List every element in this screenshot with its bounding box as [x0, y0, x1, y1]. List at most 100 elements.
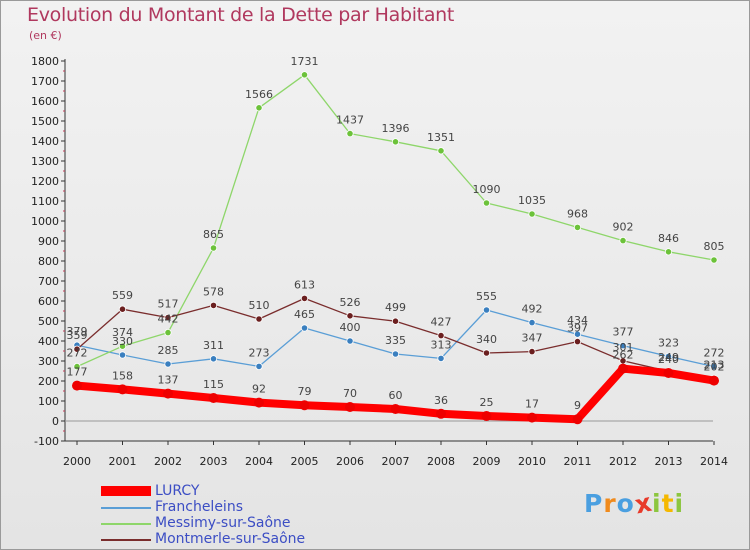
- y-tick-label: 100: [38, 395, 59, 408]
- x-tick-label: 2010: [518, 455, 546, 468]
- data-point-montmerle-sur-sa-ne: [255, 315, 263, 323]
- data-label-messimy-sur-sa-ne: 902: [613, 221, 634, 234]
- data-point-lurcy: [163, 388, 173, 399]
- data-point-francheleins: [255, 362, 263, 370]
- x-axis-ticks: 2000 2001 2002 2003 2004 2005 2006 2007 2008 2009…: [63, 441, 728, 468]
- data-point-lurcy: [117, 384, 128, 395]
- data-label-lurcy: 60: [389, 389, 403, 402]
- data-label-francheleins: 400: [340, 321, 361, 334]
- data-label-montmerle-sur-sa-ne: 578: [203, 285, 224, 298]
- data-point-lurcy: [618, 363, 628, 374]
- data-point-messimy-sur-sa-ne: [118, 342, 127, 350]
- logo-letter: i: [652, 489, 662, 518]
- data-label-montmerle-sur-sa-ne: 559: [112, 289, 133, 302]
- data-label-lurcy: 177: [67, 366, 88, 379]
- data-point-francheleins: [209, 355, 218, 363]
- x-tick-label: 2005: [291, 455, 319, 468]
- legend-swatch-messimy: [101, 523, 151, 525]
- x-tick-label: 2013: [655, 455, 683, 468]
- axes: [64, 59, 713, 442]
- y-tick-label: 500: [38, 315, 59, 328]
- data-label-messimy-sur-sa-ne: 1566: [245, 88, 273, 101]
- y-tick-label: 1200: [31, 175, 59, 188]
- data-point-francheleins: [664, 352, 673, 360]
- legend-swatch-montmerle: [101, 539, 151, 541]
- data-point-messimy-sur-sa-ne: [209, 244, 218, 252]
- x-tick-label: 2001: [109, 455, 137, 468]
- y-tick-label: 700: [38, 275, 59, 288]
- data-point-lurcy: [572, 414, 583, 425]
- logo-letter: t: [661, 489, 675, 518]
- data-point-francheleins: [528, 318, 536, 327]
- data-label-messimy-sur-sa-ne: 1351: [427, 131, 455, 144]
- data-point-messimy-sur-sa-ne: [619, 237, 627, 245]
- data-point-francheleins: [346, 337, 354, 345]
- y-tick-label: 1500: [31, 115, 59, 128]
- y-tick-label: 1600: [31, 95, 59, 108]
- data-label-lurcy: 70: [343, 387, 357, 400]
- data-label-montmerle-sur-sa-ne: 613: [294, 278, 315, 291]
- logo-letter: i: [674, 489, 685, 518]
- data-point-lurcy: [436, 408, 446, 419]
- data-label-francheleins: 335: [385, 334, 406, 347]
- data-label-montmerle-sur-sa-ne: 301: [613, 341, 634, 354]
- data-point-lurcy: [299, 400, 310, 411]
- proxiti-logo: Proxiti: [584, 488, 685, 520]
- data-label-francheleins: 379: [67, 325, 88, 338]
- data-point-francheleins: [164, 360, 172, 368]
- data-label-messimy-sur-sa-ne: 1731: [291, 55, 319, 68]
- x-tick-label: 2014: [700, 455, 728, 468]
- logo-letter: r: [603, 489, 617, 518]
- data-label-francheleins: 272: [704, 347, 725, 360]
- data-point-messimy-sur-sa-ne: [300, 71, 309, 79]
- data-label-montmerle-sur-sa-ne: 340: [476, 333, 497, 346]
- data-point-lurcy: [72, 380, 82, 391]
- data-label-messimy-sur-sa-ne: 1035: [518, 194, 546, 207]
- data-point-montmerle-sur-sa-ne: [437, 331, 445, 340]
- data-point-francheleins: [391, 350, 400, 358]
- data-point-montmerle-sur-sa-ne: [118, 305, 127, 313]
- data-label-montmerle-sur-sa-ne: 359: [67, 329, 88, 342]
- x-tick-label: 2006: [336, 455, 364, 468]
- data-label-messimy-sur-sa-ne: 805: [704, 240, 725, 253]
- data-label-messimy-sur-sa-ne: 374: [112, 326, 133, 339]
- y-tick-label: 1400: [31, 135, 59, 148]
- data-label-lurcy: 25: [480, 396, 494, 409]
- data-point-lurcy: [663, 368, 674, 378]
- logo-letter: P: [584, 489, 604, 518]
- x-tick-label: 2003: [200, 455, 228, 468]
- data-point-messimy-sur-sa-ne: [528, 210, 536, 218]
- data-point-messimy-sur-sa-ne: [73, 362, 81, 371]
- data-point-francheleins: [619, 341, 627, 350]
- data-point-messimy-sur-sa-ne: [437, 147, 445, 155]
- data-label-lurcy: 79: [298, 385, 312, 398]
- logo-letter: o: [616, 489, 635, 518]
- legend-swatch-lurcy: [101, 486, 151, 496]
- y-tick-label: 300: [38, 355, 59, 368]
- data-label-francheleins: 313: [431, 338, 452, 351]
- data-point-messimy-sur-sa-ne: [573, 223, 582, 231]
- data-point-montmerle-sur-sa-ne: [300, 294, 309, 302]
- data-label-lurcy: 115: [203, 378, 224, 391]
- data-point-francheleins: [710, 362, 718, 371]
- data-label-montmerle-sur-sa-ne: 213: [704, 358, 725, 371]
- data-label-francheleins: 330: [112, 335, 133, 348]
- y-tick-label: 800: [38, 255, 59, 268]
- x-tick-label: 2002: [154, 455, 182, 468]
- y-axis-ticks: -100 0 100 200 300 400 500 600 700 800 900 1000 1100…: [31, 55, 65, 448]
- legend-swatch-francheleins: [101, 507, 151, 509]
- data-point-messimy-sur-sa-ne: [346, 130, 354, 138]
- data-label-francheleins: 285: [158, 344, 179, 357]
- x-tick-label: 2000: [63, 455, 91, 468]
- y-tick-label: 600: [38, 295, 59, 308]
- legend-label-francheleins: Francheleins: [155, 499, 243, 515]
- data-label-montmerle-sur-sa-ne: 517: [158, 298, 179, 311]
- data-point-francheleins: [437, 354, 445, 362]
- data-label-messimy-sur-sa-ne: 272: [67, 347, 88, 360]
- data-point-messimy-sur-sa-ne: [255, 104, 263, 112]
- x-tick-label: 2012: [609, 455, 637, 468]
- data-label-francheleins: 555: [476, 290, 497, 303]
- y-tick-label: 200: [38, 375, 59, 388]
- y-tick-label: 1800: [31, 55, 59, 68]
- data-label-lurcy: 158: [112, 369, 133, 382]
